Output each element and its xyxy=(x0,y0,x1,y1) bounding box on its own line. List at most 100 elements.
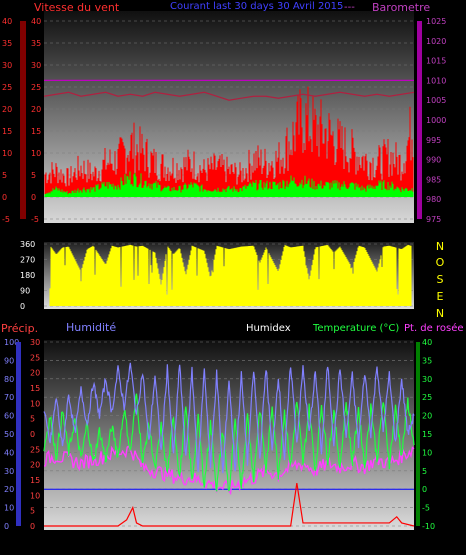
barometer-label: Barometre xyxy=(372,1,430,14)
temperature-y-tick-label: -10 xyxy=(422,522,435,531)
temperature-y-tick-label: 5 xyxy=(422,467,427,476)
rain-y-tick-label: 20 xyxy=(30,369,40,378)
wind-y-tick-label-inner: 0 xyxy=(31,193,36,202)
baro-axis-bar xyxy=(417,21,422,219)
direction-y-tick-label: 270 xyxy=(20,256,35,265)
temperature-series-layer xyxy=(43,362,415,527)
rain-y-tick-label: 0 xyxy=(30,522,35,531)
temperature-x-tick-label: Day 4 xyxy=(68,536,94,545)
wind-y-tick-label: 10 xyxy=(2,149,12,158)
temperature-y-tick-label: 20 xyxy=(422,412,432,421)
wind-y-tick-label: 20 xyxy=(2,105,12,114)
humidity-y-tick-label: 70 xyxy=(4,393,14,402)
direction-x-tick-label: Day 28 xyxy=(362,314,393,323)
rain-y-tick-label: 25 xyxy=(30,445,40,454)
rain-y-tick-label: 5 xyxy=(30,415,35,424)
chart-title: Courant last 30 days 30 Avril 2015 xyxy=(170,1,343,12)
humidity-y-tick-label: 40 xyxy=(4,448,14,457)
wind-y-tick-label-inner: 40 xyxy=(31,17,41,26)
wind-series-layer xyxy=(43,79,415,197)
wind-y-tick-label: 40 xyxy=(2,17,12,26)
temperature-y-tick-label: 30 xyxy=(422,375,432,384)
temperature-x-tick-label: Day 8 xyxy=(118,536,144,545)
temperature-y-tick-label: 15 xyxy=(422,430,432,439)
wind-y-tick-label-inner: 20 xyxy=(31,105,41,114)
temperature-y-tick-label: 35 xyxy=(422,356,432,365)
humidity-y-tick-label: 30 xyxy=(4,467,14,476)
humidity-y-tick-label: 0 xyxy=(4,522,9,531)
wind-y-tick-label: 5 xyxy=(2,171,7,180)
wind-x-tick-label: Day 20 xyxy=(263,230,294,239)
baro-y-tick-label: 990 xyxy=(426,156,441,165)
wind-y-tick-label-inner: 15 xyxy=(31,127,41,136)
wind-x-tick-label: Day 16 xyxy=(214,230,245,239)
compass-n-top: N xyxy=(436,240,444,253)
temperature-x-tick-label: Day 6 xyxy=(93,536,119,545)
temperature-x-tick-label: Day 24 xyxy=(312,536,343,545)
direction-x-tick-label: Day 16 xyxy=(214,314,245,323)
compass-labels: N O S E N xyxy=(436,240,445,320)
humidity-y-tick-label: 60 xyxy=(4,412,14,421)
baro-y-tick-label: 985 xyxy=(426,175,441,184)
baro-y-tick-label: 975 xyxy=(426,215,441,224)
direction-x-tick-label: Day 4 xyxy=(68,314,94,323)
wind-y-tick-label-inner: 30 xyxy=(31,61,41,70)
humidity-y-tick-label: 50 xyxy=(4,430,14,439)
direction-x-tick-label: Day 24 xyxy=(312,314,343,323)
baro-y-tick-label: 1010 xyxy=(426,76,446,85)
baro-y-tick-label: 995 xyxy=(426,136,441,145)
temperature-label: Temperature (°C) xyxy=(312,323,399,334)
baro-y-tick-label: 980 xyxy=(426,195,441,204)
compass-o: O xyxy=(436,256,445,269)
direction-x-tick-label: Day 12 xyxy=(164,314,195,323)
temperature-x-tick-label: Day 16 xyxy=(214,536,245,545)
humidity-axis-bar xyxy=(16,342,21,526)
direction-y-tick-label: 180 xyxy=(20,271,35,280)
humidity-y-tick-label: 20 xyxy=(4,485,14,494)
wind-y-tick-label-inner: 25 xyxy=(31,83,41,92)
wind-y-tick-label: 35 xyxy=(2,39,12,48)
temperature-y-tick-label: 10 xyxy=(422,448,432,457)
wind-x-tick-label: Day 4 xyxy=(68,230,94,239)
direction-y-tick-label: 90 xyxy=(20,287,30,296)
rain-y-tick-label: 10 xyxy=(30,399,40,408)
temperature-x-tick-label: Day 20 xyxy=(263,536,294,545)
baro-y-tick-label: 1000 xyxy=(426,116,446,125)
direction-y-tick-label: 0 xyxy=(20,302,25,311)
temperature-axis-bar xyxy=(416,342,420,526)
humidity-line xyxy=(43,362,415,474)
barometer-dash: --- xyxy=(344,2,355,13)
wind-y-tick-label-inner: 10 xyxy=(31,149,41,158)
rain-line xyxy=(44,482,415,527)
direction-x-tick-label: Day 6 xyxy=(93,314,119,323)
humidity-y-tick-label: 80 xyxy=(4,375,14,384)
compass-e: E xyxy=(437,290,444,303)
rain-y-tick-label: 0 xyxy=(30,430,35,439)
humidity-y-tick-label: 10 xyxy=(4,504,14,513)
wind-y-tick-label-inner: 35 xyxy=(31,39,41,48)
wind-y-tick-label-inner: -5 xyxy=(31,215,39,224)
wind-y-tick-label: 0 xyxy=(2,193,7,202)
temperature-y-tick-label: -5 xyxy=(422,504,430,513)
pressure-line xyxy=(43,91,415,101)
wind-speed-label: Vitesse du vent xyxy=(34,1,120,14)
direction-x-tick-label: Day 2 xyxy=(44,314,69,323)
temperature-x-tick-label: Day 2 xyxy=(44,536,69,545)
wind-x-tick-label: Day 6 xyxy=(93,230,119,239)
temperature-y-tick-label: 0 xyxy=(422,485,427,494)
humidity-y-tick-label: 100 xyxy=(4,338,19,347)
temperature-y-tick-label: 40 xyxy=(422,338,432,347)
direction-x-tick-label: Day 20 xyxy=(263,314,294,323)
rain-y-tick-label: 20 xyxy=(30,461,40,470)
wind-axis-bar xyxy=(20,21,26,219)
temperature-x-tick-label: Day 28 xyxy=(362,536,393,545)
humidity-label: Humidité xyxy=(66,321,116,334)
precip-label: Précip. xyxy=(1,322,38,335)
wind-y-tick-label: 25 xyxy=(2,83,12,92)
wind-x-tick-label: Day 12 xyxy=(164,230,195,239)
wind-y-tick-label: -5 xyxy=(2,215,10,224)
rain-y-tick-label: 25 xyxy=(30,353,40,362)
temperature-line xyxy=(43,393,415,492)
direction-x-tick-label: Day 8 xyxy=(118,314,144,323)
